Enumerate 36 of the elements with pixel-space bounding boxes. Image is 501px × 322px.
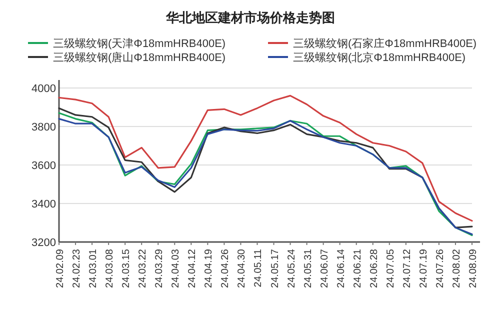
x-tick-label: 24.03.15: [121, 248, 132, 288]
y-tick-label: 3400: [32, 198, 56, 210]
x-tick-label: 24.07.26: [434, 248, 446, 288]
x-tick-label: 24.04.03: [170, 248, 182, 288]
x-tick-label: 24.04.26: [220, 248, 232, 288]
x-tick-label: 24.07.19: [418, 248, 430, 288]
x-tick-label: 24.06.14: [336, 248, 347, 288]
x-tick-label: 24.08.09: [468, 248, 479, 288]
x-tick-label: 24.03.29: [154, 248, 166, 288]
x-tick-label: 24.06.28: [368, 248, 380, 288]
x-tick-label: 24.02.09: [55, 248, 66, 288]
x-tick-label: 24.07.05: [385, 248, 396, 288]
y-tick-label: 3600: [32, 160, 56, 172]
y-tick-label: 4000: [32, 83, 56, 95]
x-tick-label: 24.05.31: [302, 248, 314, 288]
x-tick-label: 24.03.01: [88, 248, 100, 288]
x-tick-label: 24.08.02: [451, 248, 462, 288]
x-tick-label: 24.04.19: [204, 248, 215, 288]
x-tick-label: 24.05.24: [286, 248, 298, 288]
legend-label: 三级螺纹钢(石家庄Φ18mmHRB400E): [293, 37, 477, 50]
x-tick-label: 24.04.12: [187, 248, 198, 288]
y-tick-label: 3800: [32, 122, 56, 134]
x-tick-label: 24.06.21: [352, 248, 364, 288]
legend-label: 三级螺纹钢(唐山Φ18mmHRB400E): [53, 51, 226, 64]
legend-label: 三级螺纹钢(北京Φ18mmHRB400E): [293, 51, 466, 64]
x-tick-label: 24.05.17: [270, 248, 281, 288]
x-tick-label: 24.03.22: [138, 248, 149, 288]
x-tick-label: 24.02.23: [72, 248, 83, 288]
legend-label: 三级螺纹钢(天津Φ18mmHRB400E): [53, 37, 226, 50]
x-tick-label: 24.04.30: [236, 248, 248, 288]
y-tick-label: 3200: [32, 237, 56, 249]
chart-title: 华北地区建材市场价格走势图: [165, 10, 335, 25]
x-tick-label: 24.03.08: [104, 248, 116, 288]
x-tick-label: 24.05.11: [253, 248, 264, 288]
x-tick-label: 24.07.12: [402, 248, 413, 288]
x-tick-label: 24.06.07: [319, 248, 330, 288]
